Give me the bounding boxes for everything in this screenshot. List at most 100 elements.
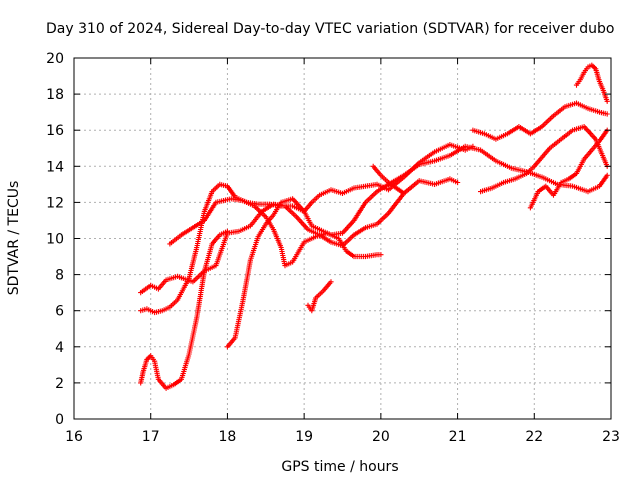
data-point-markers: [270, 201, 283, 218]
data-point-markers: [470, 127, 486, 136]
data-point-markers: [144, 354, 152, 362]
series-track-f: [305, 279, 334, 314]
data-point-markers: [566, 172, 578, 182]
data-point-markers: [393, 185, 407, 196]
data-point-markers: [374, 212, 390, 227]
data-point-markers: [478, 147, 497, 163]
data-point-markers: [573, 78, 582, 88]
data-point-markers: [163, 274, 179, 283]
data-point-markers: [313, 289, 325, 301]
data-point-markers: [432, 153, 451, 164]
data-point-markers: [148, 282, 160, 291]
data-point-markers: [240, 259, 253, 305]
data-point-markers: [305, 302, 314, 312]
x-tick-label: 21: [449, 429, 467, 445]
data-point-markers: [385, 179, 398, 190]
data-point-markers: [370, 163, 383, 177]
data-point-markers: [282, 260, 294, 269]
data-point-markers: [201, 190, 214, 214]
data-point-markers: [539, 147, 551, 160]
data-point-markers: [328, 239, 344, 248]
data-point-markers: [240, 198, 255, 208]
y-tick-label: 2: [55, 376, 64, 392]
data-point-markers: [138, 306, 148, 314]
data-point-markers: [171, 377, 183, 388]
x-tick-label: 18: [219, 429, 237, 445]
x-tick-label: 20: [372, 429, 390, 445]
data-point-markers: [339, 219, 356, 236]
data-point-markers: [293, 214, 310, 231]
series-track-i: [478, 124, 610, 195]
data-point-markers: [416, 178, 436, 187]
data-point-markers: [493, 132, 509, 142]
data-point-markers: [362, 182, 378, 189]
data-point-markers: [577, 71, 586, 83]
y-tick-label: 10: [46, 232, 64, 248]
data-point-markers: [290, 241, 306, 265]
data-point-markers: [516, 124, 532, 136]
data-point-markers: [539, 114, 555, 130]
data-point-markers: [224, 336, 237, 350]
data-point-markers: [558, 128, 574, 142]
data-point-markers: [585, 63, 593, 70]
data-point-markers: [224, 183, 237, 198]
data-point-markers: [596, 109, 610, 117]
x-axis-label: GPS time / hours: [281, 459, 398, 475]
data-point-markers: [385, 192, 406, 216]
data-point-markers: [301, 208, 314, 227]
data-point-markers: [167, 233, 183, 247]
data-point-markers: [178, 353, 192, 382]
data-point-markers: [190, 218, 206, 231]
data-point-markers: [159, 305, 171, 314]
y-tick-label: 0: [55, 412, 64, 428]
x-tick-label: 22: [525, 429, 543, 445]
data-point-markers: [213, 232, 230, 269]
data-point-markers: [194, 270, 207, 321]
data-point-markers: [524, 165, 536, 177]
data-point-markers: [432, 142, 451, 155]
data-point-markers: [186, 317, 199, 357]
data-point-markers: [504, 125, 520, 137]
y-tick-label: 8: [55, 268, 64, 284]
data-point-markers: [144, 306, 156, 315]
data-point-markers: [336, 235, 348, 252]
data-point-markers: [581, 124, 597, 141]
data-point-markers: [309, 223, 321, 232]
data-point-markers: [581, 66, 590, 75]
y-tick-label: 4: [55, 340, 64, 356]
data-point-markers: [209, 233, 222, 247]
data-point-markers: [155, 278, 168, 292]
data-point-markers: [339, 186, 355, 196]
y-tick-label: 12: [46, 195, 64, 211]
data-point-markers: [209, 183, 221, 195]
data-point-markers: [140, 358, 149, 375]
data-point-markers: [581, 149, 594, 162]
x-tick-label: 17: [142, 429, 160, 445]
series-track-a: [138, 176, 461, 296]
chart-title: Day 310 of 2024, Sidereal Day-to-day VTE…: [46, 21, 614, 37]
data-point-markers: [596, 78, 606, 92]
data-point-markers: [190, 269, 206, 285]
data-point-markers: [167, 298, 179, 310]
data-point-markers: [512, 171, 528, 182]
data-point-markers: [328, 187, 344, 196]
data-point-markers: [550, 181, 563, 198]
data-point-markers: [362, 252, 378, 260]
data-point-markers: [547, 137, 563, 151]
data-point-markers: [596, 172, 610, 189]
data-point-markers: [251, 203, 267, 219]
data-point-markers: [351, 183, 367, 191]
data-point-markers: [362, 222, 378, 231]
data-point-markers: [481, 131, 497, 141]
series-track-b: [138, 228, 230, 391]
data-point-markers: [501, 176, 516, 186]
y-tick-label: 6: [55, 304, 64, 320]
y-axis-ticks: 0 2 4 6 8 10 12 14 16 18 20: [46, 51, 611, 428]
data-point-markers: [570, 183, 589, 194]
data-point-markers: [600, 87, 610, 104]
data-point-markers: [343, 248, 356, 259]
data-point-markers: [432, 177, 451, 187]
data-point-markers: [539, 174, 558, 186]
data-point-markers: [493, 158, 512, 170]
